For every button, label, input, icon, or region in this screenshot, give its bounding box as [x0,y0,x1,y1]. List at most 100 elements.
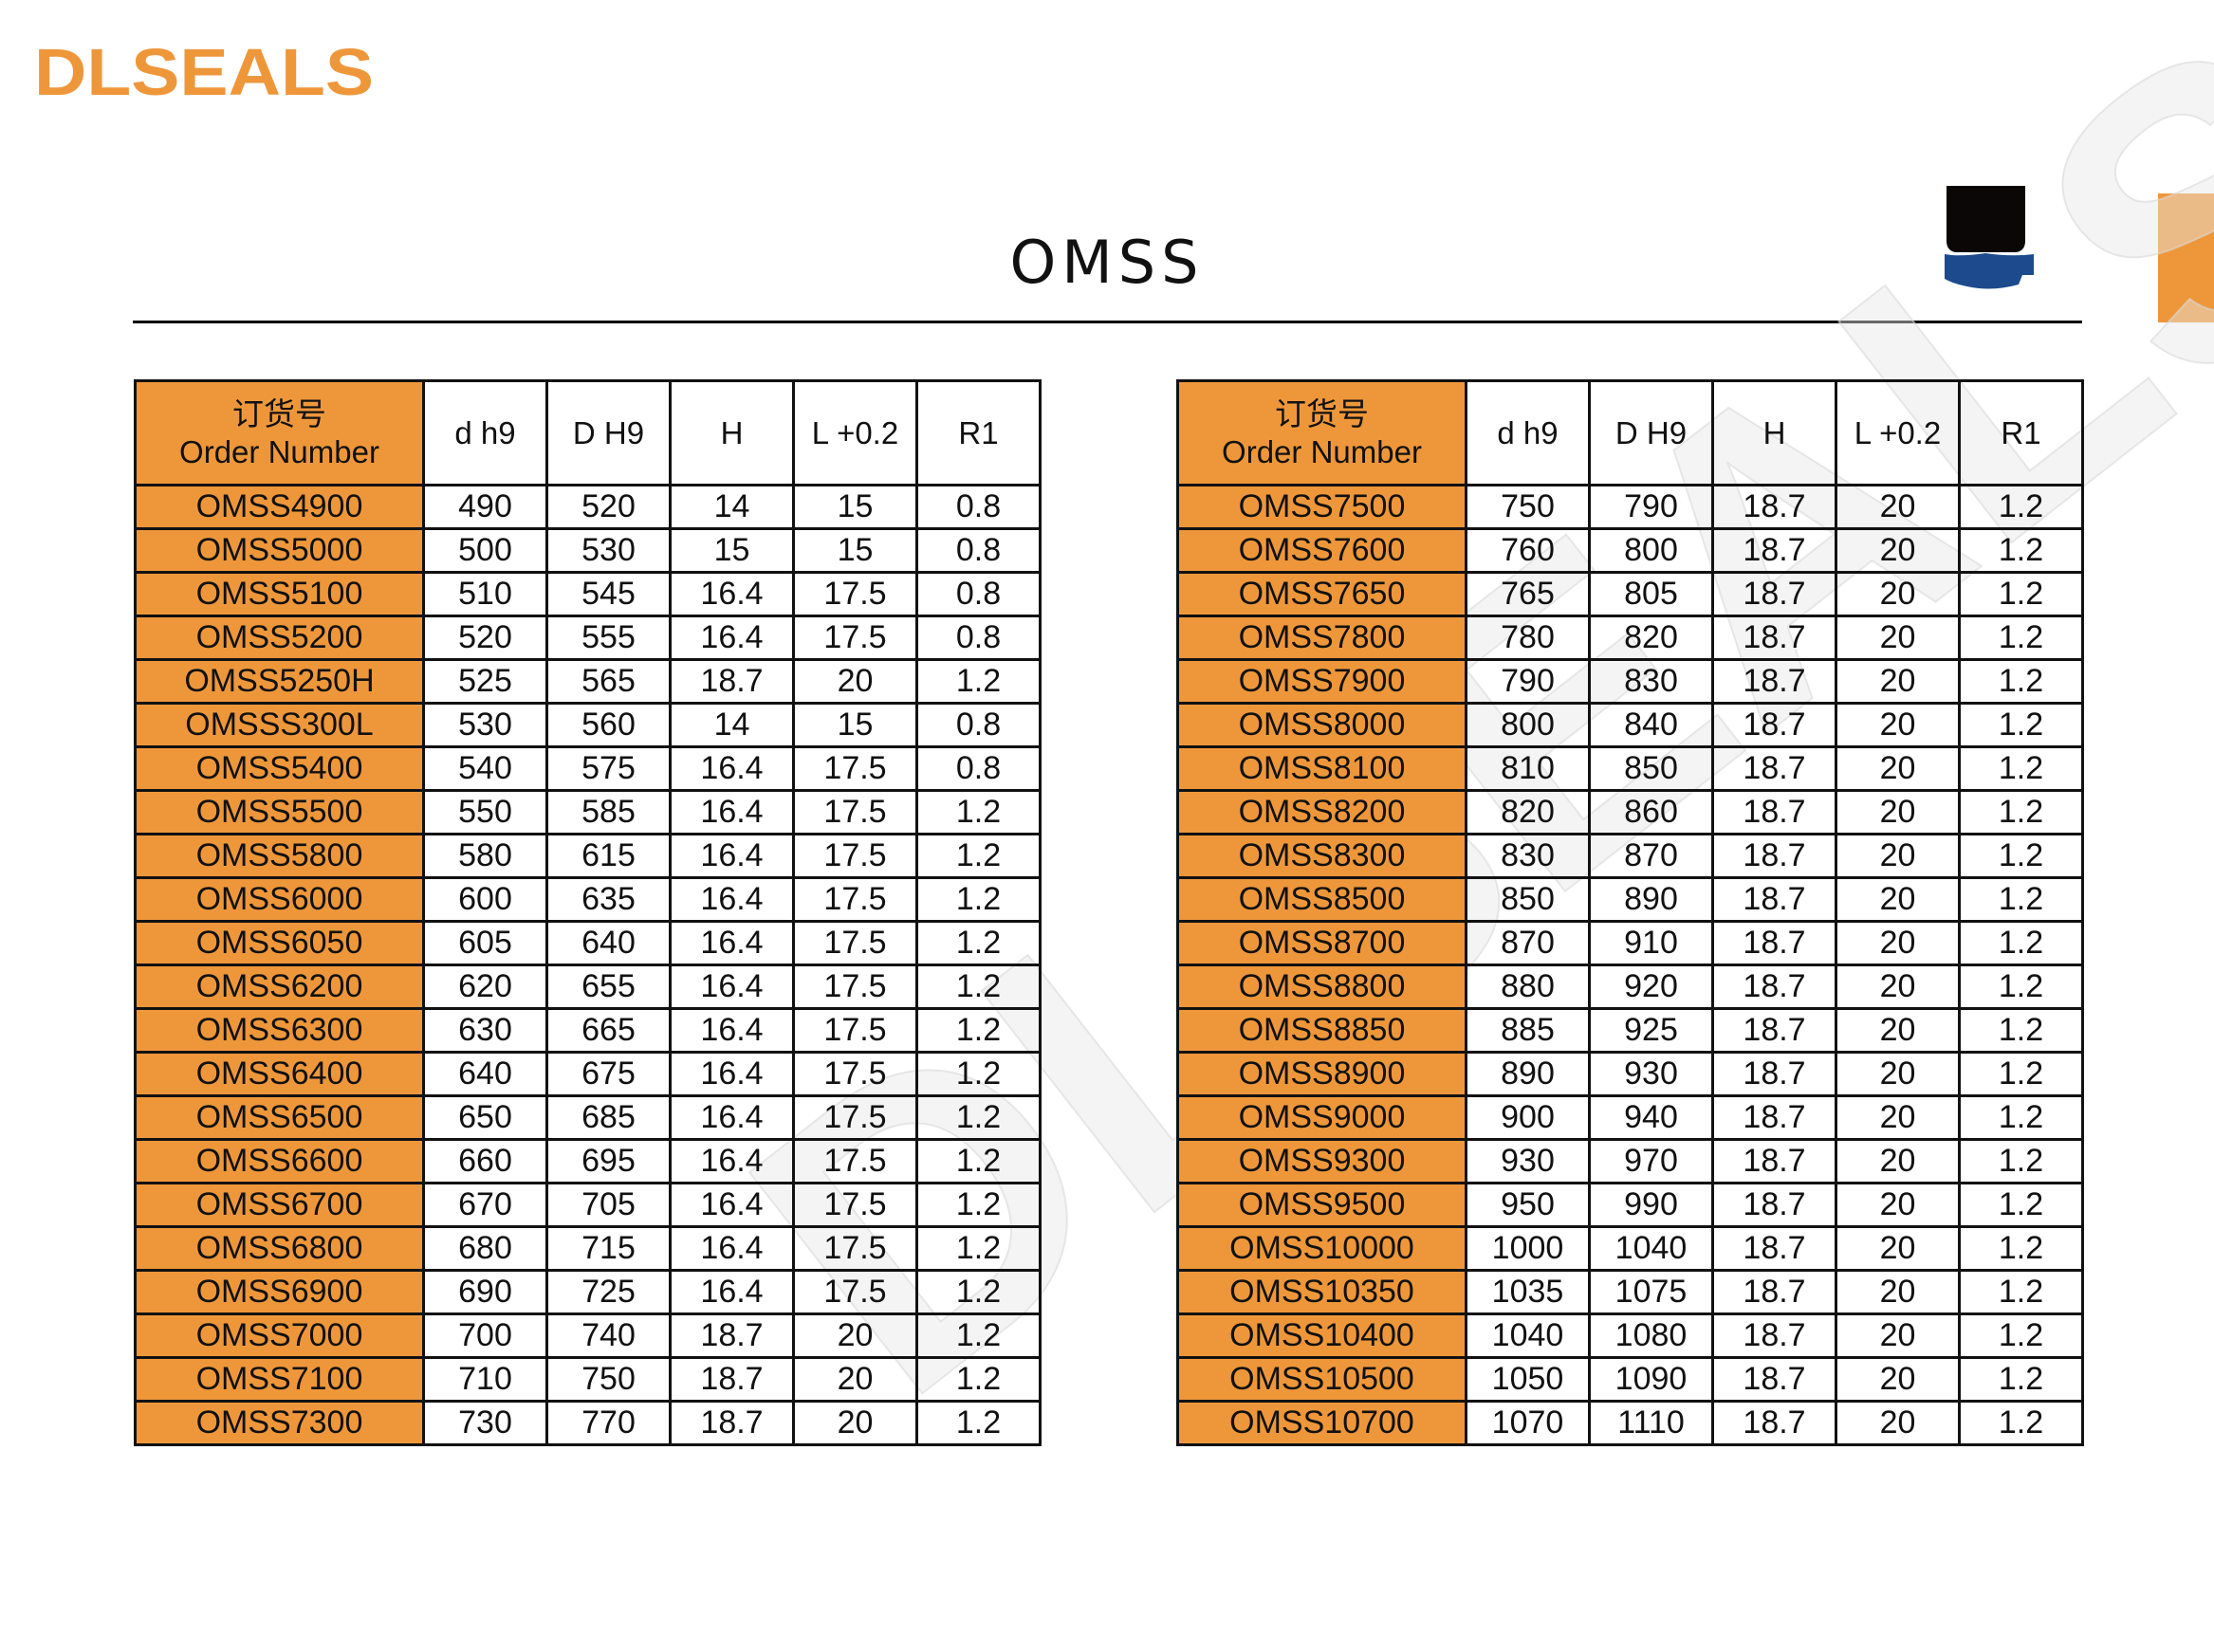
D-H9-cell: 970 [1588,1138,1714,1184]
L-cell: 17.5 [792,1182,918,1228]
d-h9-cell: 760 [1465,527,1591,574]
L-cell: 20 [1835,702,1961,748]
seal-cross-section-icon [1945,186,2034,289]
order-number-cell: OMSS8850 [1176,1007,1467,1054]
order-number-cell: OMSS7600 [1176,527,1467,574]
R1-cell: 1.2 [1958,1269,2084,1315]
L-cell: 20 [1835,658,1961,705]
D-H9-cell: 910 [1588,920,1714,966]
table-row: OMSS5800 580 615 16.4 17.5 1.2 [134,833,1042,879]
header-H: H [1711,379,1837,486]
order-number-cell: OMSSS300L [134,702,425,748]
d-h9-cell: 880 [1465,964,1591,1010]
order-number-cell: OMSS9000 [1176,1094,1467,1141]
D-H9-cell: 675 [545,1051,672,1097]
H-cell: 18.7 [1711,527,1837,574]
D-H9-cell: 530 [545,527,672,574]
d-h9-cell: 640 [422,1051,548,1097]
d-h9-cell: 650 [422,1094,548,1141]
L-cell: 17.5 [792,615,918,661]
size-table-left: 订货号 Order Number d h9 D H9 H L +0.2 R1 OM… [134,379,1042,1446]
title-divider [133,321,2082,323]
R1-cell: 0.8 [915,484,1042,530]
R1-cell: 1.2 [915,1138,1042,1184]
H-cell: 18.7 [1711,920,1837,966]
d-h9-cell: 490 [422,484,548,530]
table-row: OMSS6300 630 665 16.4 17.5 1.2 [134,1007,1042,1054]
d-h9-cell: 1035 [1465,1269,1591,1315]
dlseals-logo: DLSEALS [34,42,374,101]
D-H9-cell: 565 [545,658,672,705]
order-number-cell: OMSS5200 [134,615,425,661]
R1-cell: 1.2 [915,1400,1042,1446]
order-number-cell: OMSS6700 [134,1182,425,1228]
D-H9-cell: 640 [545,920,672,966]
R1-cell: 1.2 [915,833,1042,879]
L-cell: 17.5 [792,1094,918,1141]
L-cell: 20 [792,1356,918,1403]
H-cell: 18.7 [1711,571,1837,617]
R1-cell: 1.2 [915,1312,1042,1359]
D-H9-cell: 545 [545,571,672,617]
D-H9-cell: 770 [545,1400,672,1446]
R1-cell: 1.2 [915,1356,1042,1403]
L-cell: 20 [792,1312,918,1359]
H-cell: 14 [669,702,795,748]
table-row: OMSS5500 550 585 16.4 17.5 1.2 [134,789,1042,835]
header-row: 订货号 Order Number d h9 D H9 H L +0.2 R1 [1176,379,2084,486]
H-cell: 16.4 [669,1225,795,1272]
header-d-h9: d h9 [1465,379,1591,486]
L-cell: 15 [792,484,918,530]
order-number-cell: OMSS6400 [134,1051,425,1097]
H-cell: 18.7 [1711,702,1837,748]
H-cell: 18.7 [1711,1182,1837,1228]
R1-cell: 0.8 [915,615,1042,661]
D-H9-cell: 800 [1588,527,1714,574]
L-cell: 20 [1835,1007,1961,1054]
d-h9-cell: 765 [1465,571,1591,617]
L-cell: 15 [792,527,918,574]
L-cell: 20 [1835,1269,1961,1315]
D-H9-cell: 575 [545,745,672,792]
R1-cell: 1.2 [1958,920,2084,966]
D-H9-cell: 715 [545,1225,672,1272]
H-cell: 16.4 [669,745,795,792]
table-row: OMSS8500 850 890 18.7 20 1.2 [1176,876,2084,923]
H-cell: 18.7 [1711,1225,1837,1272]
L-cell: 20 [1835,789,1961,835]
H-cell: 18.7 [1711,1094,1837,1141]
L-cell: 17.5 [792,1051,918,1097]
table-row: OMSS8200 820 860 18.7 20 1.2 [1176,789,2084,835]
d-h9-cell: 1070 [1465,1400,1591,1446]
header-d-h9: d h9 [422,379,548,486]
R1-cell: 1.2 [1958,1051,2084,1097]
header-D-H9: D H9 [1588,379,1714,486]
table-row: OMSS8850 885 925 18.7 20 1.2 [1176,1007,2084,1054]
order-number-cell: OMSS7650 [1176,571,1467,617]
table-row: OMSS7000 700 740 18.7 20 1.2 [134,1312,1042,1359]
L-cell: 20 [1835,527,1961,574]
H-cell: 18.7 [1711,1007,1837,1054]
L-cell: 20 [1835,1138,1961,1184]
D-H9-cell: 1075 [1588,1269,1714,1315]
d-h9-cell: 700 [422,1312,548,1359]
H-cell: 18.7 [669,1400,795,1446]
table-row: OMSS5250H 525 565 18.7 20 1.2 [134,658,1042,705]
L-cell: 20 [1835,876,1961,923]
table-row: OMSS6050 605 640 16.4 17.5 1.2 [134,920,1042,966]
table-row: OMSS8900 890 930 18.7 20 1.2 [1176,1051,2084,1097]
D-H9-cell: 805 [1588,571,1714,617]
D-H9-cell: 850 [1588,745,1714,792]
d-h9-cell: 500 [422,527,548,574]
H-cell: 18.7 [1711,658,1837,705]
order-number-cell: OMSS5000 [134,527,425,574]
H-cell: 18.7 [669,1312,795,1359]
d-h9-cell: 810 [1465,745,1591,792]
order-number-cell: OMSS9300 [1176,1138,1467,1184]
table-row: OMSS8000 800 840 18.7 20 1.2 [1176,702,2084,748]
header-order-en: Order Number [1222,433,1422,469]
table-row: OMSS7100 710 750 18.7 20 1.2 [134,1356,1042,1403]
R1-cell: 1.2 [1958,484,2084,530]
D-H9-cell: 555 [545,615,672,661]
order-number-cell: OMSS5250H [134,658,425,705]
